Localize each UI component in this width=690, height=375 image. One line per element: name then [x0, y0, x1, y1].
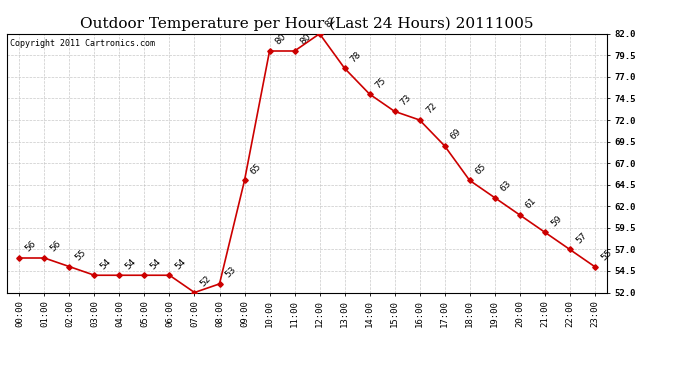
Text: 65: 65: [248, 162, 263, 176]
Text: 69: 69: [448, 127, 463, 142]
Text: 63: 63: [499, 179, 513, 194]
Text: 52: 52: [199, 274, 213, 288]
Text: 54: 54: [174, 256, 188, 271]
Text: 80: 80: [299, 32, 313, 47]
Text: 54: 54: [99, 256, 113, 271]
Title: Outdoor Temperature per Hour (Last 24 Hours) 20111005: Outdoor Temperature per Hour (Last 24 Ho…: [80, 17, 534, 31]
Text: Copyright 2011 Cartronics.com: Copyright 2011 Cartronics.com: [10, 39, 155, 48]
Text: 55: 55: [599, 248, 613, 262]
Text: 82: 82: [324, 15, 338, 30]
Text: 59: 59: [549, 213, 563, 228]
Text: 65: 65: [474, 162, 489, 176]
Text: 54: 54: [124, 256, 138, 271]
Text: 54: 54: [148, 256, 163, 271]
Text: 56: 56: [23, 239, 38, 254]
Text: 53: 53: [224, 265, 238, 280]
Text: 61: 61: [524, 196, 538, 211]
Text: 56: 56: [48, 239, 63, 254]
Text: 75: 75: [374, 75, 388, 90]
Text: 55: 55: [74, 248, 88, 262]
Text: 80: 80: [274, 32, 288, 47]
Text: 73: 73: [399, 93, 413, 107]
Text: 72: 72: [424, 101, 438, 116]
Text: 78: 78: [348, 50, 363, 64]
Text: 57: 57: [574, 231, 589, 245]
